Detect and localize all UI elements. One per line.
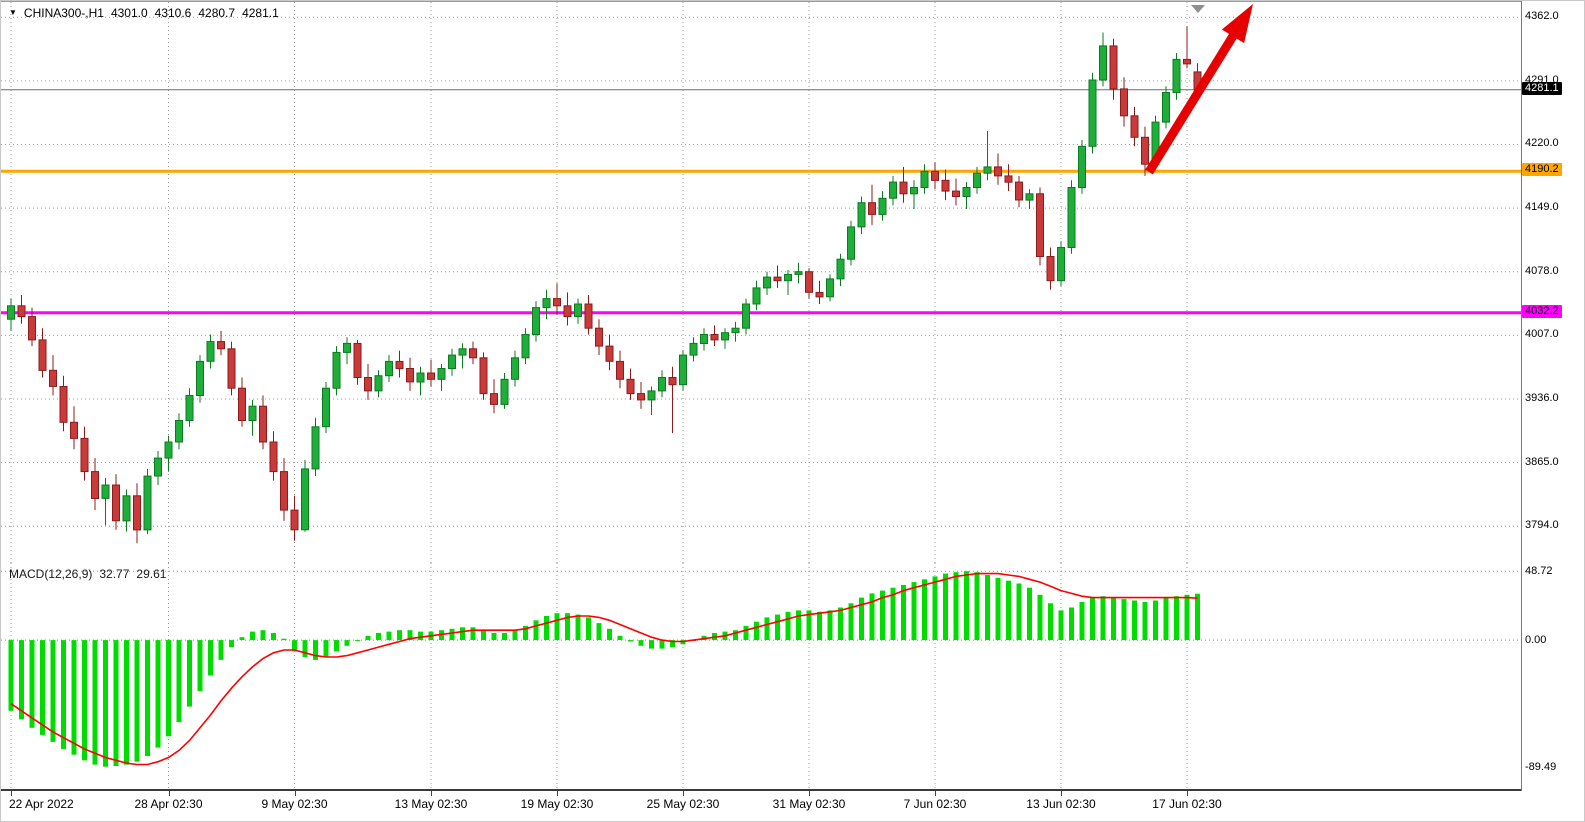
symbol-name: CHINA300-,H1 (23, 6, 104, 20)
time-axis-label: 17 Jun 02:30 (1152, 797, 1222, 811)
price-axis-tick: 4362.0 (1525, 10, 1559, 23)
ohlc-close: 4281.1 (242, 6, 279, 20)
price-axis-tick: 4007.0 (1525, 328, 1559, 341)
ohlc-open: 4301.0 (110, 6, 148, 20)
price-scale[interactable]: 4362.0 4291.0 4220.0 4149.0 4078.0 4007.0 3936… (1521, 1, 1584, 791)
time-axis-label: 13 May 02:30 (394, 797, 468, 811)
time-axis-tick-mark (809, 791, 810, 796)
hline-price-label: 4032.2 (1522, 304, 1562, 318)
price-axis-tick: 3794.0 (1525, 519, 1559, 532)
hline-price-label: 4190.2 (1522, 163, 1562, 177)
time-axis-tick-mark (431, 791, 432, 796)
symbol-dropdown-icon[interactable]: ▼ (9, 8, 17, 17)
macd-axis-tick: 0.00 (1525, 634, 1547, 647)
trend-arrow[interactable] (1145, 33, 1237, 175)
macd-value: 32.77 (99, 567, 130, 581)
time-axis-tick-mark (683, 791, 684, 796)
time-axis-tick-mark (11, 791, 12, 796)
time-axis-label: 19 May 02:30 (520, 797, 594, 811)
ohlc-high: 4310.6 (154, 6, 192, 20)
time-axis-tick-mark (935, 791, 936, 796)
time-axis-label: 22 Apr 2022 (9, 797, 74, 811)
candlestick-chart[interactable] (1, 2, 1521, 563)
time-axis-tick-mark (1187, 791, 1188, 796)
time-axis-label: 13 Jun 02:30 (1026, 797, 1096, 811)
price-chart-panel[interactable]: ▼ CHINA300-,H1 4301.0 4310.6 4280.7 4281… (1, 1, 1521, 564)
symbol-header: ▼ CHINA300-,H1 4301.0 4310.6 4280.7 4281… (9, 6, 279, 20)
object-marker-icon[interactable] (1191, 5, 1205, 13)
macd-chart[interactable] (1, 563, 1521, 789)
macd-axis-tick: 48.72 (1525, 565, 1553, 578)
current-price-label: 4281.1 (1522, 81, 1562, 95)
time-axis-label: 7 Jun 02:30 (903, 797, 967, 811)
time-axis-tick-mark (168, 791, 170, 796)
price-axis-tick: 4149.0 (1525, 201, 1559, 214)
macd-axis-tick: -89.49 (1525, 760, 1557, 773)
macd-signal-line (10, 572, 1198, 766)
price-axis-tick: 3936.0 (1525, 392, 1559, 404)
time-axis-tick-mark (557, 791, 558, 796)
macd-header: MACD(12,26,9) 32.77 29.61 (9, 567, 166, 581)
price-axis-tick: 4220.0 (1525, 137, 1559, 150)
time-axis-label: 25 May 02:30 (646, 797, 720, 811)
macd-panel[interactable]: MACD(12,26,9) 32.77 29.61 (1, 563, 1521, 791)
time-axis-tick-mark (1061, 791, 1062, 796)
trend-arrow-head[interactable] (1221, 4, 1253, 44)
time-axis-tick-mark (294, 791, 296, 796)
macd-indicator-label: MACD(12,26,9) (9, 567, 93, 581)
time-scale[interactable]: 22 Apr 2022 28 Apr 02:30 9 May 02:30 13 May… (1, 791, 1584, 821)
ohlc-low: 4280.7 (198, 6, 236, 20)
price-axis-tick: 3865.0 (1525, 455, 1559, 468)
time-axis-label: 31 May 02:30 (772, 797, 846, 811)
time-axis-label: 9 May 02:30 (261, 797, 328, 811)
macd-signal-value: 29.61 (136, 567, 167, 581)
time-axis-label: 28 Apr 02:30 (134, 797, 203, 811)
price-axis-tick: 4078.0 (1525, 264, 1559, 277)
